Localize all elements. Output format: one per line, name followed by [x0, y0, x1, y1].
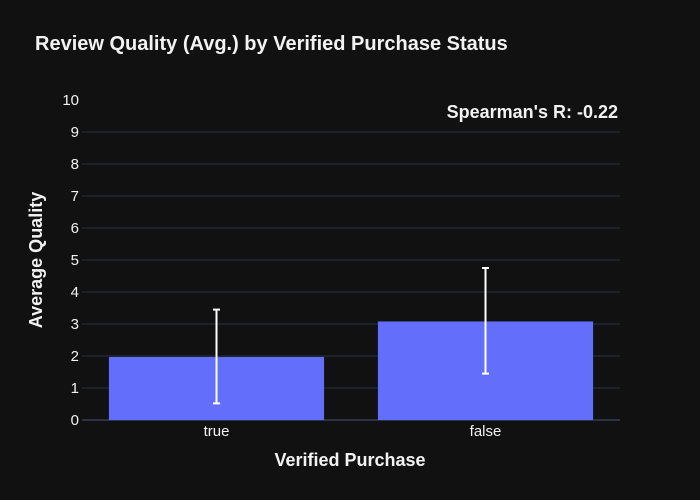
y-tick-label: 6 [71, 220, 79, 237]
y-tick-label: 9 [71, 124, 79, 141]
x-tick-label-true: true [204, 423, 230, 440]
error-bar-false [482, 267, 489, 375]
y-tick-label: 1 [71, 380, 79, 397]
error-bars [213, 267, 489, 405]
y-axis-title: Average Quality [26, 192, 46, 328]
y-tick-label: 3 [71, 316, 79, 333]
x-tick-label-false: false [470, 423, 502, 440]
y-tick-label: 10 [62, 92, 79, 109]
y-axis-ticks: 0 1 2 3 4 5 6 7 8 9 10 [62, 92, 79, 429]
y-tick-label: 0 [71, 412, 79, 429]
spearman-annotation: Spearman's R: -0.22 [447, 102, 618, 122]
chart-title: Review Quality (Avg.) by Verified Purcha… [35, 33, 508, 55]
y-tick-label: 2 [71, 348, 79, 365]
bars [108, 321, 594, 420]
error-bar-true [213, 308, 220, 405]
y-tick-label: 5 [71, 252, 79, 269]
y-tick-label: 8 [71, 156, 79, 173]
x-axis-ticks: true false [204, 423, 502, 440]
y-tick-label: 4 [71, 284, 79, 301]
x-axis-title: Verified Purchase [274, 450, 425, 470]
y-tick-label: 7 [71, 188, 79, 205]
